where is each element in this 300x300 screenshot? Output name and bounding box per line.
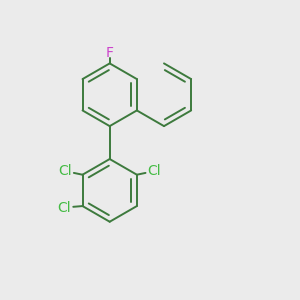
Text: F: F: [106, 46, 114, 60]
Text: Cl: Cl: [58, 164, 72, 178]
Text: Cl: Cl: [147, 164, 161, 178]
Text: Cl: Cl: [57, 201, 71, 214]
